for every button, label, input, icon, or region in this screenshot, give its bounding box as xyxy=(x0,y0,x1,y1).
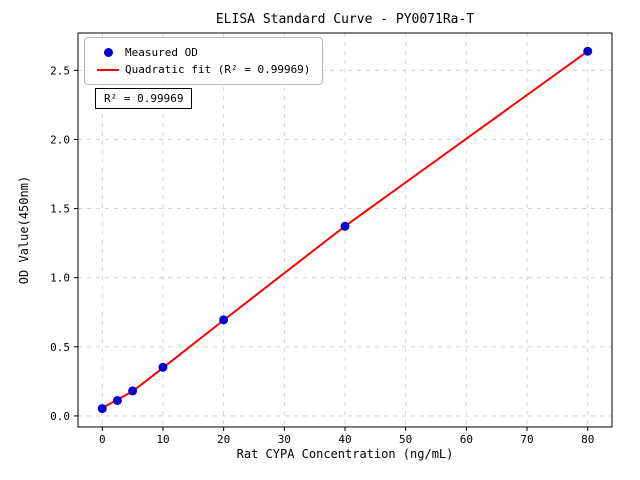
legend-label: Quadratic fit (R² = 0.99969) xyxy=(125,63,311,76)
legend-item: Measured OD xyxy=(95,44,310,61)
legend-label: Measured OD xyxy=(125,46,198,59)
y-tick-label: 0.5 xyxy=(50,341,70,354)
x-tick-label: 0 xyxy=(99,433,106,446)
y-tick-label: 1.0 xyxy=(50,272,70,285)
data-point xyxy=(340,221,350,231)
x-tick-label: 40 xyxy=(338,433,351,446)
data-point xyxy=(128,386,138,396)
chart-title: ELISA Standard Curve - PY0071Ra-T xyxy=(215,12,475,27)
x-tick-label: 70 xyxy=(520,433,533,446)
data-point xyxy=(583,46,593,56)
line-marker-icon xyxy=(97,68,119,71)
x-tick-label: 20 xyxy=(217,433,230,446)
y-tick-label: 0.0 xyxy=(50,410,70,423)
y-tick-label: 1.5 xyxy=(50,203,70,216)
scatter-marker-icon xyxy=(104,48,113,57)
data-point xyxy=(158,362,168,372)
y-tick-label: 2.5 xyxy=(50,64,70,77)
x-axis-label: Rat CYPA Concentration (ng/mL) xyxy=(236,447,454,461)
data-point xyxy=(112,395,122,405)
x-tick-label: 60 xyxy=(460,433,473,446)
x-tick-label: 80 xyxy=(581,433,594,446)
legend: Measured OD Quadratic fit (R² = 0.99969) xyxy=(84,37,324,85)
data-point xyxy=(97,404,107,414)
legend-item: Quadratic fit (R² = 0.99969) xyxy=(95,61,310,78)
x-tick-label: 50 xyxy=(399,433,412,446)
x-tick-label: 10 xyxy=(156,433,169,446)
x-tick-label: 30 xyxy=(278,433,291,446)
y-tick-label: 2.0 xyxy=(50,133,70,146)
r-squared-annotation: R² = 0.99969 xyxy=(95,88,193,109)
data-point xyxy=(219,315,229,325)
